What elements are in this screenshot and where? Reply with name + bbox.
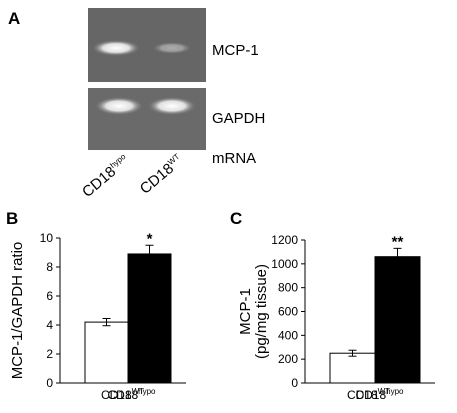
x-tick-label-base: CD18	[107, 388, 138, 402]
y-tick-label: 10	[40, 231, 54, 245]
y-tick-label: 6	[46, 289, 53, 303]
bar	[84, 321, 129, 384]
y-tick-label: 600	[278, 305, 298, 319]
lane-label: CD18WT	[137, 152, 187, 198]
x-tick-label-sup: WT	[132, 387, 145, 396]
panel-label: C	[230, 209, 242, 228]
gel	[88, 88, 206, 150]
x-tick-label: CD18hypo	[355, 387, 404, 402]
bar	[329, 352, 376, 384]
gel-footer: mRNA	[212, 150, 256, 167]
x-tick-label-sup: WT	[378, 387, 391, 396]
y-axis-label: MCP-1	[237, 288, 254, 335]
gel-band	[95, 97, 143, 115]
y-axis-label: (pg/mg tissue)	[253, 264, 270, 359]
gel-band	[148, 97, 196, 115]
y-tick-label: 0	[291, 376, 298, 390]
x-tick-label-base: CD18	[347, 388, 378, 402]
gel-label: MCP-1	[212, 42, 259, 59]
y-tick-label: 2	[46, 347, 53, 361]
x-tick-label-base: CD18	[355, 388, 386, 402]
y-tick-label: 1200	[271, 233, 298, 247]
bar	[127, 253, 172, 384]
panel-label: A	[8, 9, 20, 28]
y-tick-label: 400	[278, 328, 298, 342]
bar	[374, 256, 421, 384]
significance-label: **	[392, 233, 404, 250]
x-tick-label: CD18WT	[347, 387, 390, 402]
x-tick-label: CD18hypo	[107, 387, 156, 402]
y-tick-label: 200	[278, 352, 298, 366]
y-tick-label: 1000	[271, 257, 298, 271]
panel-label: B	[6, 209, 18, 228]
gel-band	[152, 42, 192, 54]
y-tick-label: 4	[46, 318, 53, 332]
y-tick-label: 0	[46, 376, 53, 390]
significance-label: *	[147, 230, 153, 247]
gel-band	[92, 40, 140, 56]
x-tick-label-sup: hypo	[138, 387, 156, 396]
lane-label: CD18hypo	[79, 152, 133, 201]
x-tick-label-base: CD18	[101, 388, 132, 402]
x-tick-label-sup: hypo	[386, 387, 404, 396]
gel-label: GAPDH	[212, 110, 265, 127]
y-axis-label: MCP-1/GAPDH ratio	[9, 242, 26, 380]
y-tick-label: 8	[46, 260, 53, 274]
x-tick-label: CD18WT	[101, 387, 144, 402]
y-tick-label: 800	[278, 281, 298, 295]
